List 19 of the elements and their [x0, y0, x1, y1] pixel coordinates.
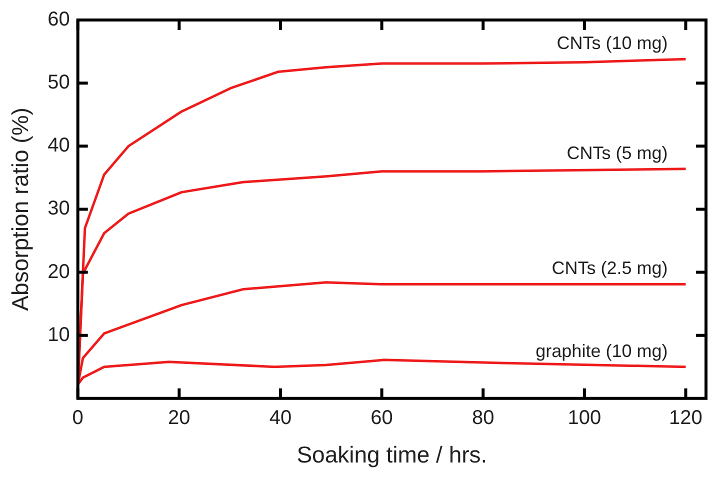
x-tick-label: 120 — [669, 406, 702, 429]
x-tick-label: 0 — [72, 406, 84, 429]
x-tick-label: 20 — [168, 406, 190, 429]
y-tick-label: 10 — [48, 324, 70, 346]
x-axis-title: Soaking time / hrs. — [296, 442, 488, 468]
y-tick-label: 20 — [48, 260, 70, 283]
x-tick-label: 100 — [568, 406, 602, 429]
x-tick-label: 40 — [269, 406, 292, 429]
y-tick-label: 30 — [48, 198, 70, 220]
y-axis-title: Absorption ratio (%) — [7, 108, 34, 311]
series-label: CNTs (2.5 mg) — [552, 258, 668, 278]
series-label: graphite (10 mg) — [536, 340, 668, 361]
y-tick-label: 40 — [48, 134, 70, 157]
x-tick-label: 60 — [370, 406, 393, 429]
y-tick-label: 60 — [48, 8, 70, 31]
series-label: CNTs (5 mg) — [566, 142, 668, 163]
series-label: CNTs (10 mg) — [556, 33, 668, 54]
x-tick-label: 80 — [472, 406, 494, 429]
y-tick-label: 50 — [48, 72, 70, 94]
